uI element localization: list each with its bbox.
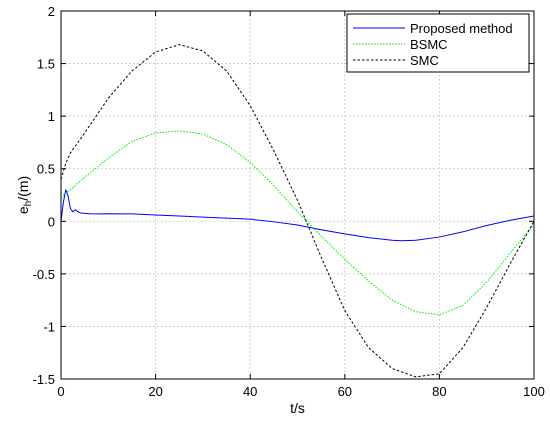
series-layer bbox=[60, 44, 535, 378]
legend-label-smc: SMC bbox=[410, 53, 439, 68]
series-line-bsmc bbox=[60, 130, 535, 316]
y-tick-label: 1 bbox=[48, 109, 55, 124]
y-tick-label: -1.5 bbox=[33, 372, 55, 387]
x-axis-label: t/s bbox=[290, 400, 305, 416]
legend: Proposed method BSMC SMC bbox=[346, 13, 530, 73]
y-tick-label: 0.5 bbox=[37, 162, 55, 177]
y-tick-label: 0 bbox=[48, 214, 55, 229]
y-tick-label: 2 bbox=[48, 4, 55, 19]
axis-ticks bbox=[60, 10, 535, 380]
y-tick-label: -0.5 bbox=[33, 267, 55, 282]
x-tick-label: 80 bbox=[432, 384, 446, 399]
x-tick-label: 60 bbox=[338, 384, 352, 399]
y-tick-label: 1.5 bbox=[37, 57, 55, 72]
y-axis-label-subscript: h bbox=[23, 201, 34, 207]
x-tick-label: 40 bbox=[243, 384, 257, 399]
legend-label-proposed-method: Proposed method bbox=[410, 21, 513, 36]
y-tick-label: -1 bbox=[43, 319, 55, 334]
y-axis-label: eh/(m) bbox=[15, 176, 34, 214]
y-axis-label-main: e bbox=[15, 206, 31, 214]
x-tick-label: 20 bbox=[148, 384, 162, 399]
legend-box bbox=[346, 13, 530, 73]
series-line-smc bbox=[60, 44, 535, 378]
legend-label-bsmc: BSMC bbox=[410, 37, 448, 52]
tick-labels: 0 20 40 60 80 100 -1.5 -1 -0.5 0 0.5 1 1.5 2 bbox=[33, 4, 545, 399]
x-tick-label: 100 bbox=[523, 384, 545, 399]
plot-frame bbox=[60, 10, 535, 380]
x-tick-label: 0 bbox=[57, 384, 64, 399]
series-line-proposed-method bbox=[60, 189, 535, 242]
y-axis-label-rest: /(m) bbox=[15, 176, 31, 201]
